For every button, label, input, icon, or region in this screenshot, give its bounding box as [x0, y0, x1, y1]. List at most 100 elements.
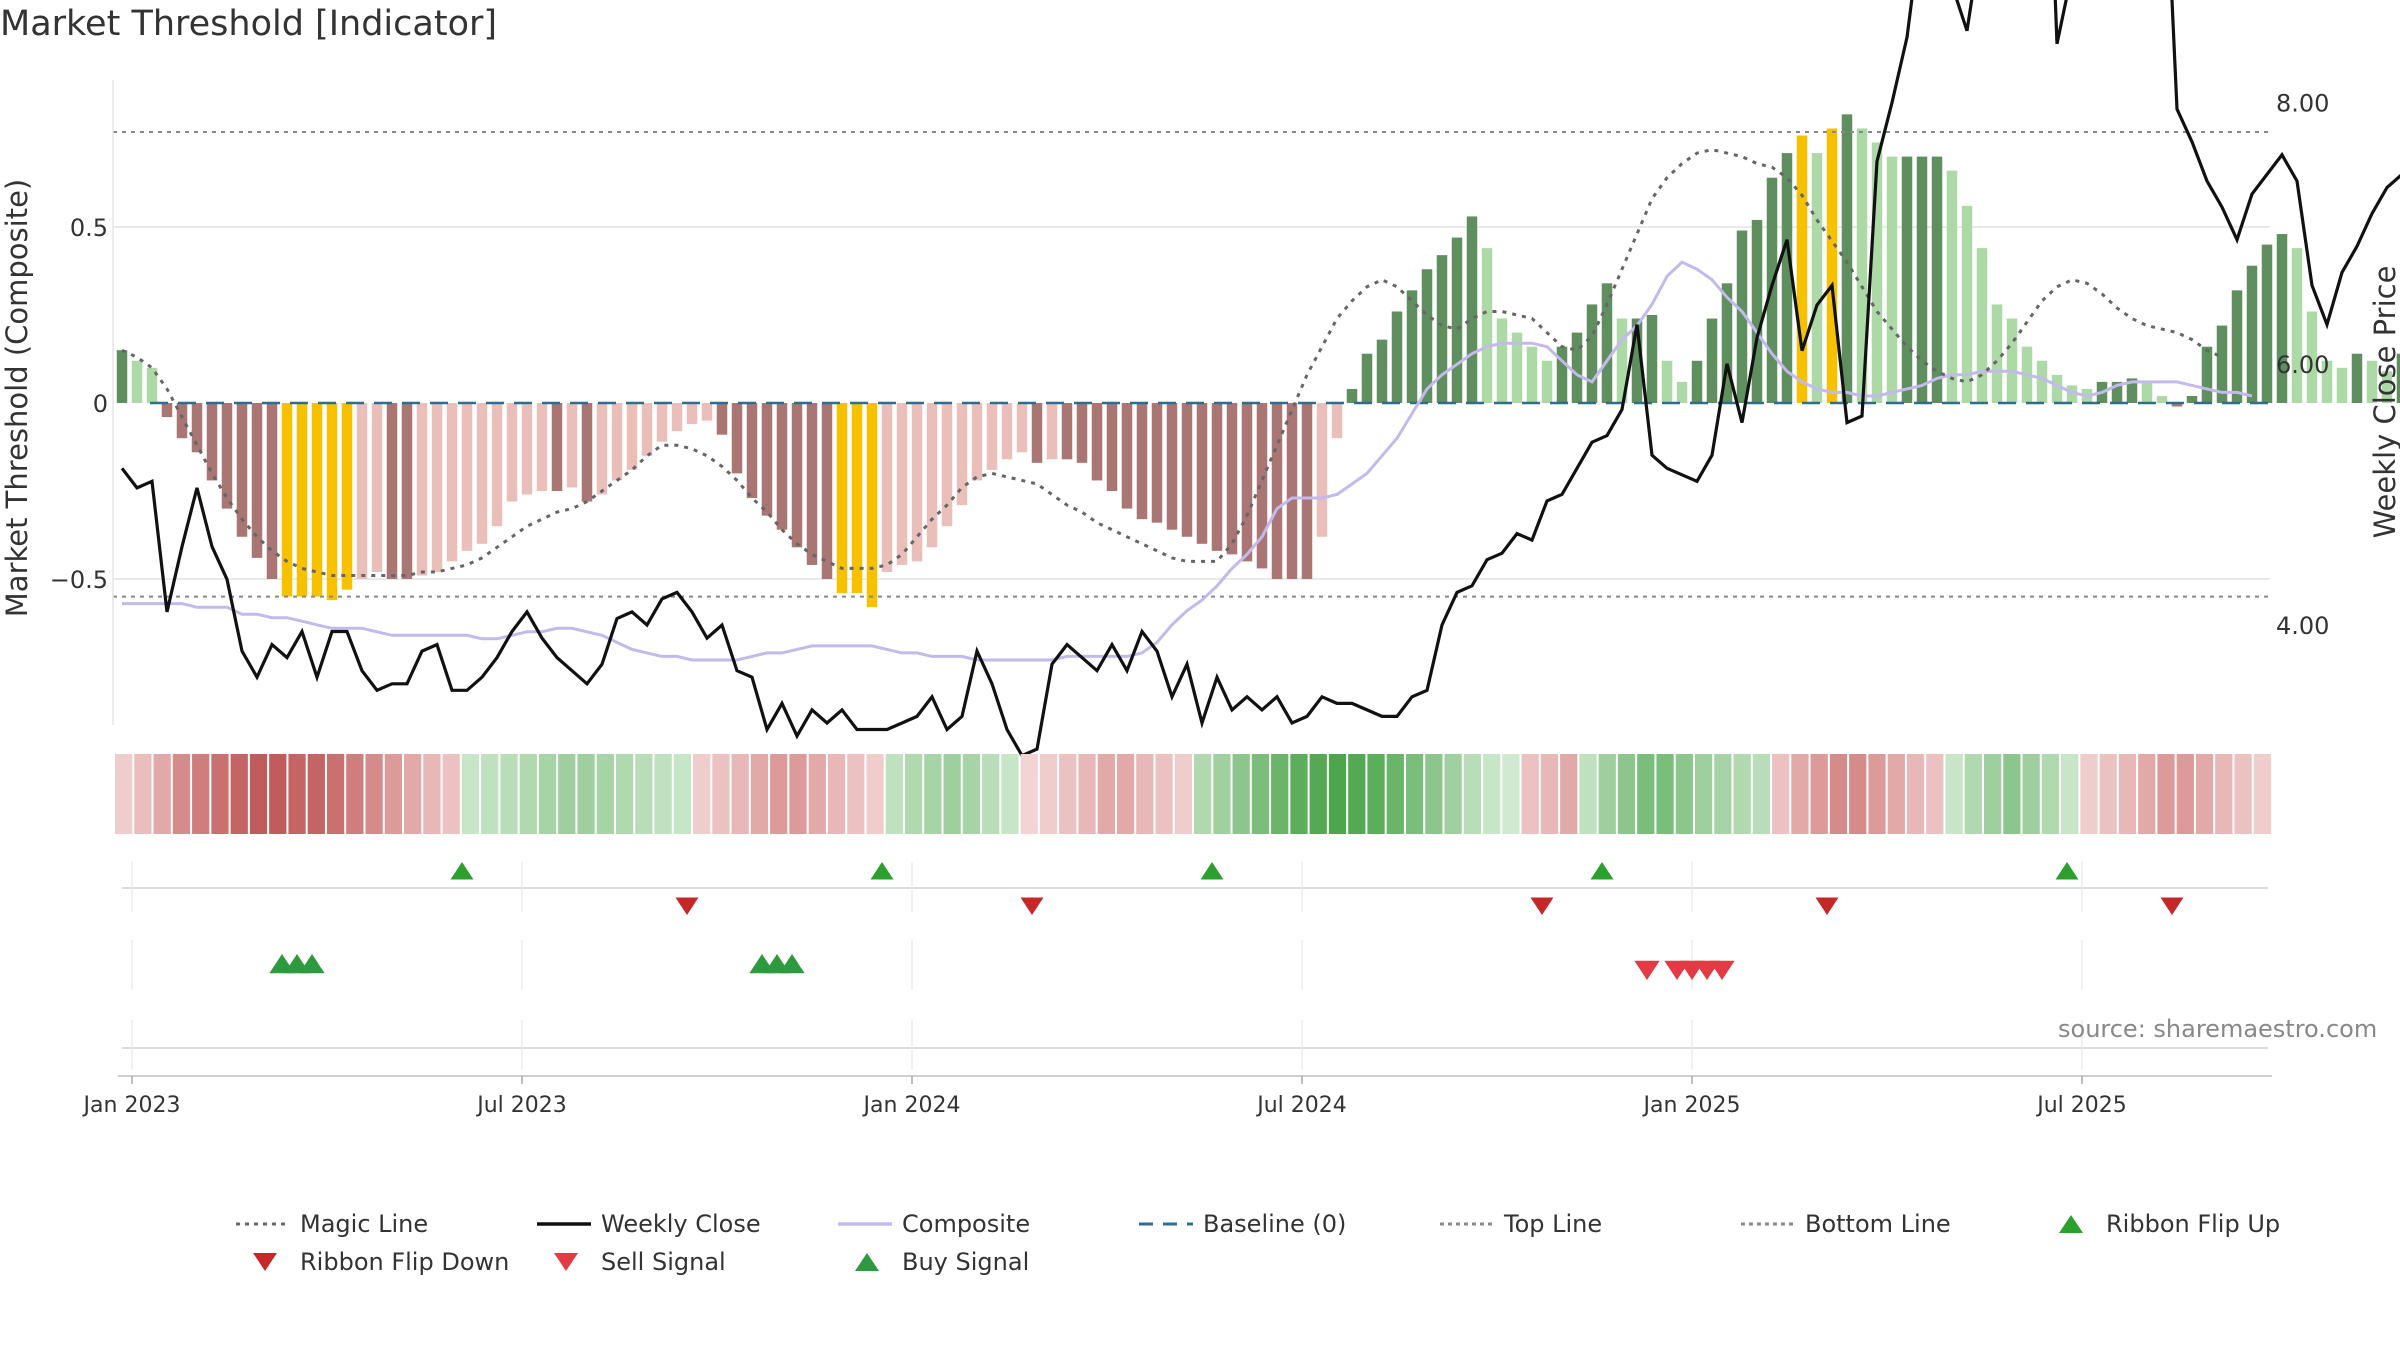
ribbon-cell: [1887, 754, 1905, 834]
composite-bar: [506, 403, 518, 502]
legend-item: Ribbon Flip Down: [230, 1248, 531, 1276]
composite-bar: [626, 403, 638, 470]
ribbon-cell: [2118, 754, 2137, 834]
ribbon-cell: [2138, 754, 2156, 834]
composite-bar: [1271, 403, 1283, 579]
composite-bar: [2306, 311, 2318, 403]
signal-markers: Jan 2023 Jul 2023 Jan 2024 Jul 2024 Jan 2025…: [82, 862, 2272, 1118]
left-tick-label: −0.5: [50, 566, 108, 594]
legend-label: Ribbon Flip Up: [2106, 1210, 2281, 1238]
composite-bar: [1586, 304, 1598, 403]
ribbon-cell: [211, 754, 229, 834]
ribbon-cell: [1983, 754, 2002, 834]
legend-marker: [2059, 1215, 2083, 1233]
ribbon-cell: [288, 754, 306, 834]
composite-bar: [2276, 234, 2288, 403]
ribbon-cell: [1348, 754, 1366, 834]
ribbon-cell: [1906, 754, 1925, 834]
composite-bar: [386, 403, 398, 579]
ribbon-cell: [1097, 754, 1115, 834]
ribbon-cell: [1367, 754, 1385, 834]
legend-row: Magic Line Weekly Close Composite Baseline …: [230, 1205, 2360, 1243]
ribbon-cell: [172, 754, 191, 834]
composite-bar: [1736, 230, 1748, 403]
composite-bar: [296, 403, 308, 597]
ribbon-cell: [924, 754, 942, 834]
ribbon-cell: [1637, 754, 1655, 834]
ribbon-flip-down-marker: [1530, 897, 1554, 915]
composite-bar: [2126, 378, 2138, 403]
ribbon-cell: [442, 754, 460, 834]
ribbon-cell: [2022, 754, 2040, 834]
composite-bar: [1241, 403, 1253, 562]
composite-bar: [1001, 403, 1013, 460]
composite-bar: [1016, 403, 1028, 453]
ribbon-cell: [2061, 754, 2079, 834]
ribbon-cell: [770, 754, 788, 834]
legend-label: Buy Signal: [902, 1248, 1030, 1276]
ribbon-flip-up-marker: [1590, 862, 1614, 880]
composite-bar: [716, 403, 728, 435]
ribbon-cell: [1579, 754, 1597, 834]
line-series: [113, 0, 2400, 758]
x-tick-label: Jul 2025: [2035, 1093, 2127, 1118]
ribbon-cell: [461, 754, 480, 834]
composite-bar: [1631, 318, 1643, 403]
ribbon-cell: [1868, 754, 1886, 834]
composite-bar: [1901, 156, 1913, 403]
ribbon-cell: [1752, 754, 1771, 834]
composite-bar: [851, 403, 863, 594]
composite-bar: [1646, 315, 1658, 403]
composite-bar: [266, 403, 278, 579]
composite-bar: [2216, 325, 2228, 403]
ribbon-cell: [596, 754, 614, 834]
composite-bar: [1811, 153, 1823, 403]
ribbon-cell: [481, 754, 499, 834]
ribbon-cell: [1926, 754, 1944, 834]
composite-bar: [371, 403, 383, 572]
composite-bar: [806, 403, 818, 565]
composite-bar: [341, 403, 353, 590]
composite-bar: [2051, 374, 2063, 403]
ribbon-cell: [808, 754, 826, 834]
ribbon-cell: [1155, 754, 1173, 834]
legend-swatch: [855, 1253, 879, 1271]
composite-bar: [311, 403, 323, 597]
composite-bar: [911, 403, 923, 562]
ribbon-cell: [1521, 754, 1539, 834]
composite-bar: [776, 403, 788, 530]
ribbon-cell: [1849, 754, 1867, 834]
composite-bar: [116, 350, 128, 403]
legend-item: Baseline (0): [1133, 1210, 1434, 1238]
ribbon-flip-down-marker: [1815, 897, 1839, 915]
composite-bar: [1046, 403, 1058, 460]
composite-bar: [2141, 381, 2153, 403]
ribbon-cell: [1675, 754, 1693, 834]
ribbon-cell: [134, 754, 152, 834]
composite-bar: [581, 403, 593, 502]
composite-bars: [116, 114, 2400, 608]
composite-bar: [1256, 403, 1268, 569]
ribbon-cell: [827, 754, 846, 834]
ribbon-cell: [115, 754, 133, 834]
composite-bar: [926, 403, 938, 548]
ribbon-cell: [2176, 754, 2194, 834]
legend-label: Composite: [902, 1210, 1031, 1238]
composite-bar: [2291, 248, 2303, 403]
ribbon-cell: [1386, 754, 1404, 834]
composite-bar: [1991, 304, 2003, 403]
ribbon-cell: [1078, 754, 1096, 834]
left-tick-label: 0.5: [70, 214, 108, 242]
composite-bar: [176, 403, 188, 439]
ribbon-cell: [1444, 754, 1462, 834]
chart-title: Market Threshold [Indicator]: [0, 4, 498, 44]
right-tick-label: 8.00: [2276, 90, 2329, 118]
ribbon-cell: [1829, 754, 1848, 834]
legend-label: Baseline (0): [1203, 1210, 1347, 1238]
buy-signal-marker: [779, 954, 805, 974]
composite-bar: [1616, 318, 1628, 403]
ribbon-cell: [2099, 754, 2117, 834]
ribbon-cell: [153, 754, 171, 834]
ribbon-cell: [1791, 754, 1809, 834]
composite-bar: [596, 403, 608, 495]
